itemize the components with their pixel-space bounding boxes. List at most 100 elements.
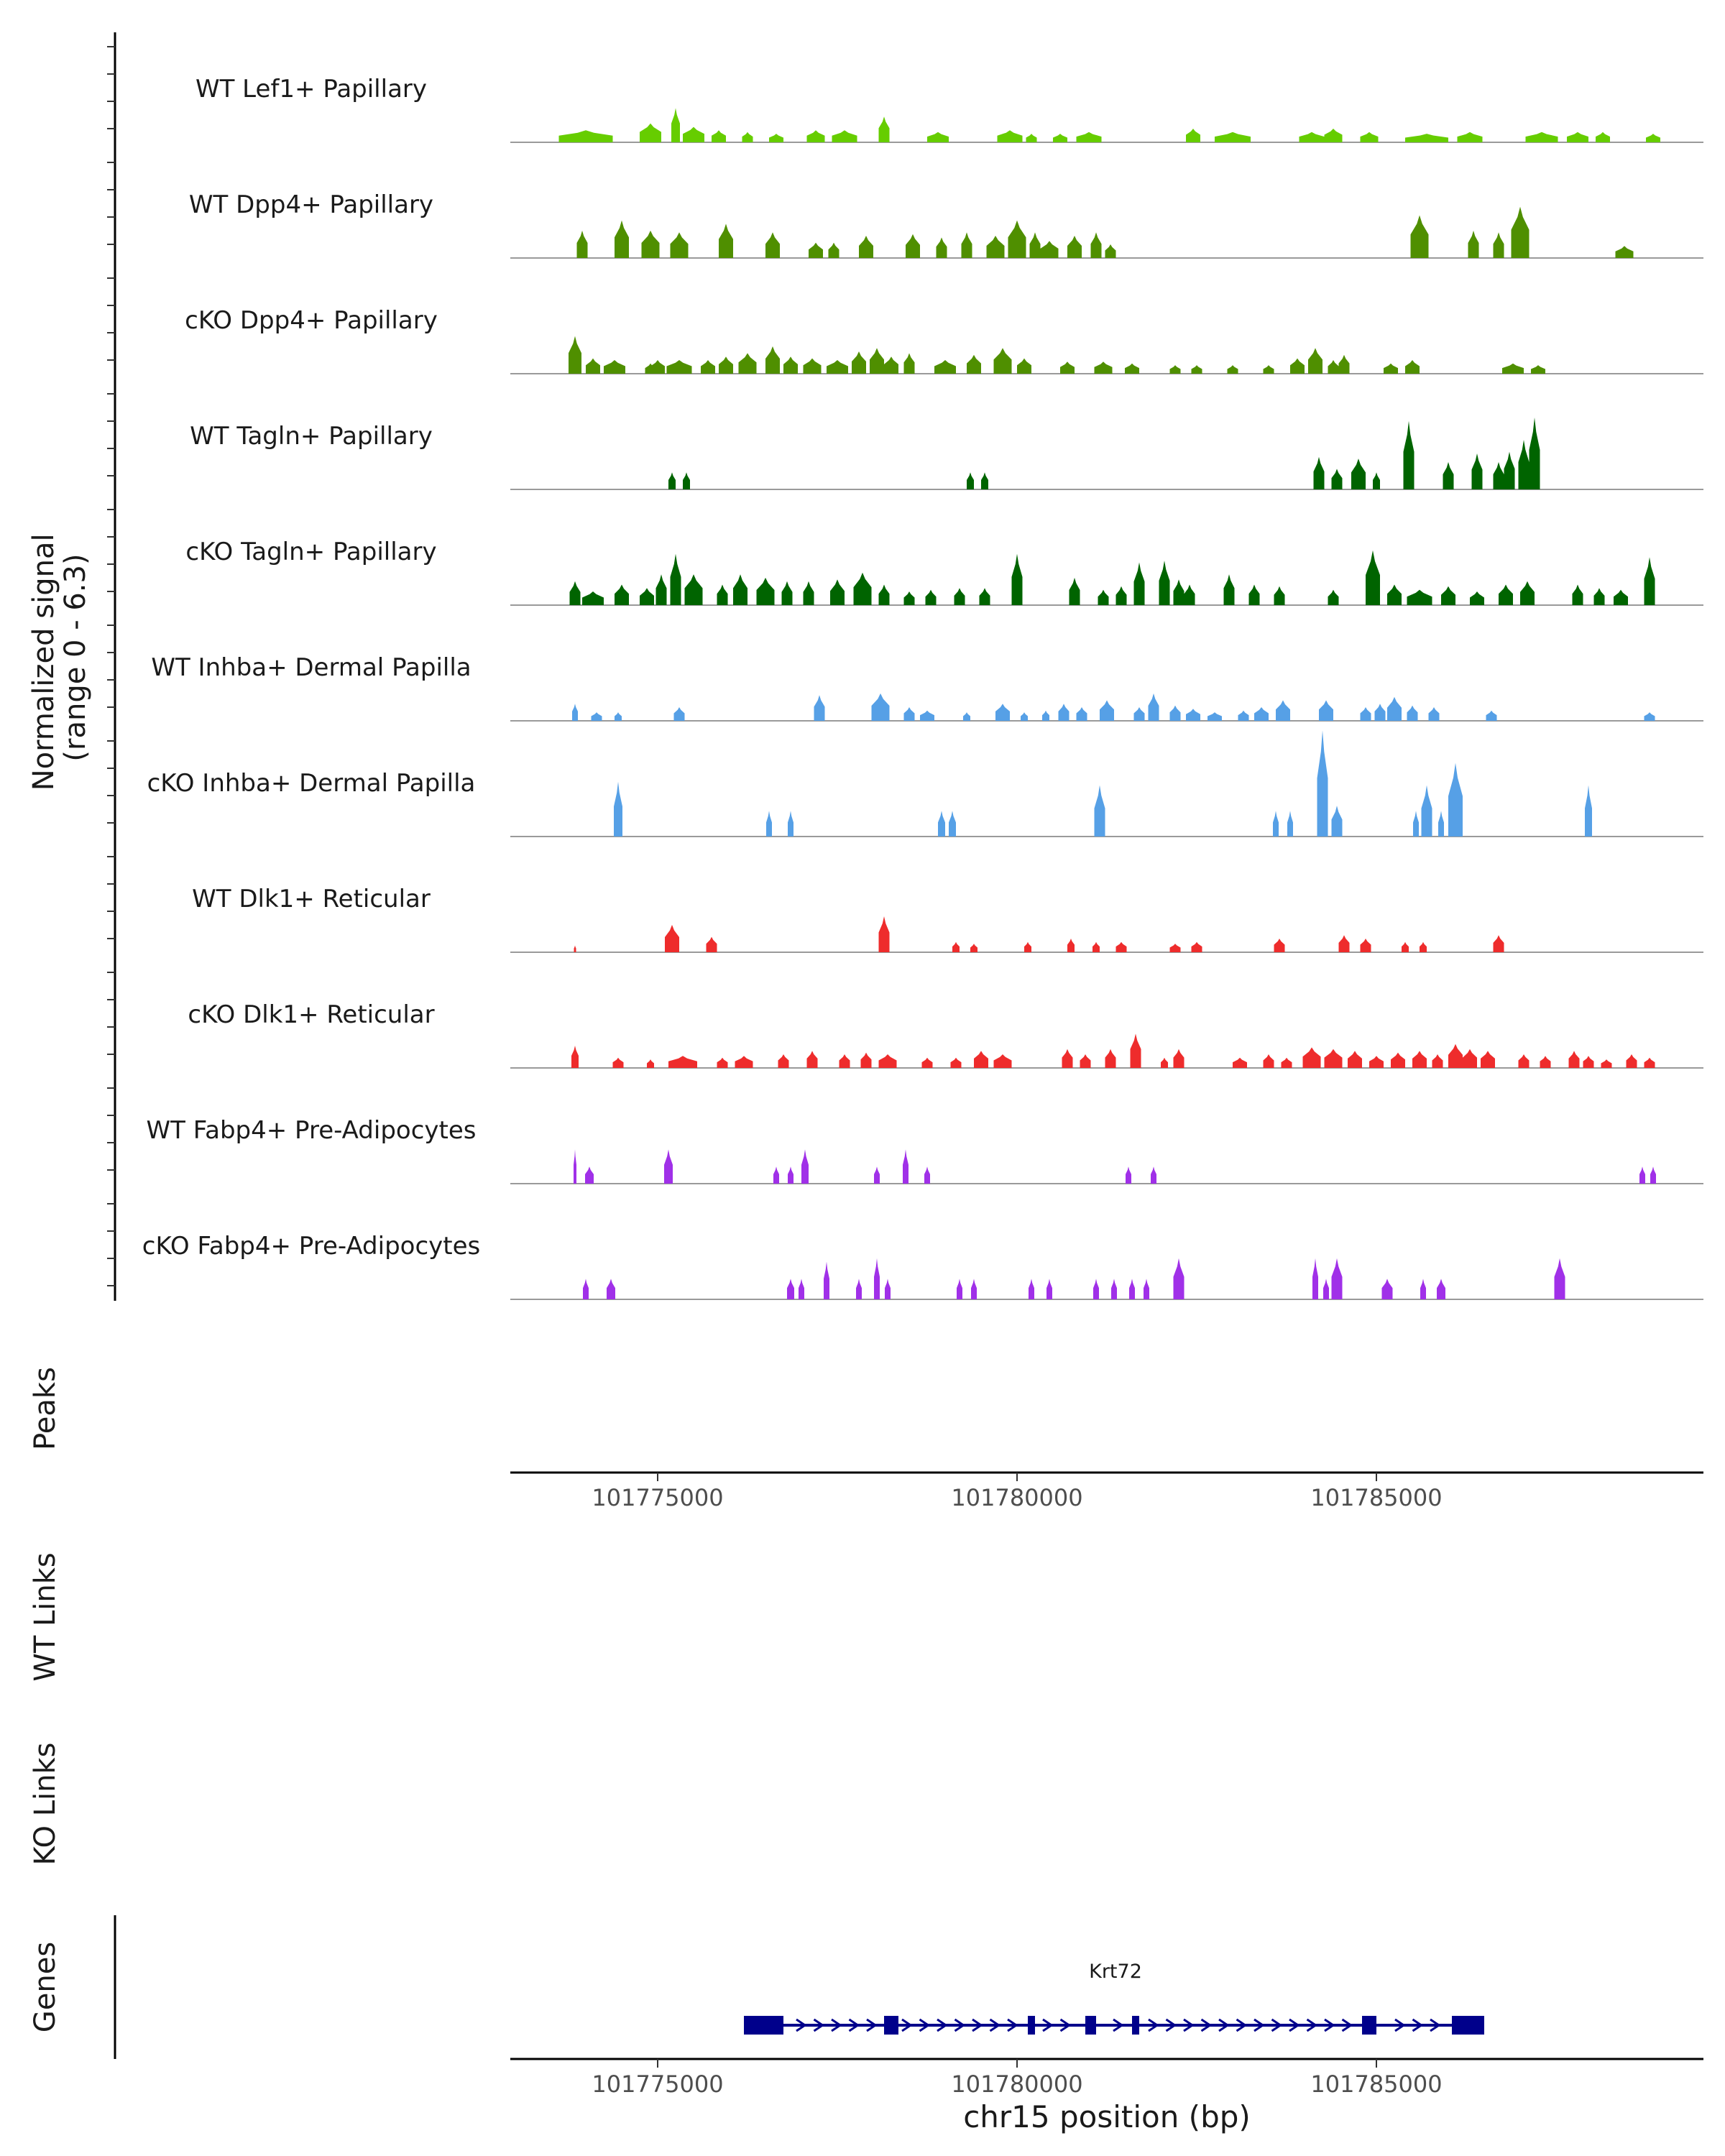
- coverage-peak: [706, 936, 717, 952]
- coverage-peak: [735, 1056, 753, 1068]
- coverage-peak: [1646, 134, 1660, 142]
- coverage-peak: [1274, 586, 1285, 605]
- coverage-peak: [1438, 811, 1444, 837]
- strand-arrow: [1236, 2018, 1248, 2032]
- coverage-peak: [1263, 1054, 1274, 1068]
- coverage-peak: [870, 348, 884, 374]
- coverage-peak: [1331, 1258, 1343, 1299]
- coverage-peak: [1100, 700, 1114, 721]
- coverage-peak: [961, 232, 972, 258]
- coverage-peak: [1299, 132, 1325, 142]
- coverage-peak: [1644, 712, 1655, 721]
- coverage-peak: [1092, 941, 1100, 952]
- strand-arrow: [937, 2018, 948, 2032]
- coverage-peak: [1432, 1054, 1443, 1068]
- track-label: WT Dlk1+ Reticular: [192, 885, 431, 913]
- peaks-label: Peaks: [29, 1367, 62, 1450]
- coverage-peak: [1615, 246, 1634, 258]
- coverage-peak: [1348, 1051, 1362, 1068]
- coverage-peak: [1525, 132, 1558, 142]
- strand-arrow: [1200, 2018, 1213, 2032]
- coverage-peak: [585, 1166, 594, 1184]
- coverage-peak: [1290, 358, 1305, 374]
- coverage-peak: [1029, 232, 1041, 258]
- coverage-peak: [927, 132, 949, 142]
- coverage-peak: [856, 1279, 862, 1299]
- coverage-peak: [1402, 941, 1409, 952]
- coverage-peak: [803, 358, 822, 374]
- coverage-peak: [1448, 763, 1463, 837]
- coverage-peak: [1351, 459, 1366, 489]
- coverage-peak: [1223, 574, 1235, 605]
- coverage-y-label-line1: Normalized signal: [27, 533, 60, 791]
- coverage-peak: [1421, 785, 1432, 837]
- coverage-peak: [1173, 1258, 1184, 1299]
- coverage-peak: [1069, 577, 1080, 605]
- coverage-peak: [878, 116, 890, 142]
- coverage-peak: [604, 360, 625, 374]
- coverage-peak: [1601, 1059, 1612, 1068]
- coverage-peak: [1151, 1166, 1156, 1184]
- coverage-peak: [787, 1279, 794, 1299]
- strand-arrow: [1059, 2018, 1072, 2032]
- coverage-peak: [1360, 707, 1371, 721]
- coverage-peak: [1531, 365, 1545, 374]
- coverage-peak: [832, 130, 857, 142]
- coverage-peak: [1053, 134, 1067, 142]
- coverage-peak: [1412, 1051, 1427, 1068]
- coverage-peak: [1161, 1057, 1168, 1068]
- strand-arrow: [1254, 2018, 1265, 2032]
- coverage-peak: [1470, 591, 1484, 605]
- strand-arrow: [1341, 2018, 1353, 2032]
- coverage-peak: [1017, 358, 1031, 374]
- coverage-peak: [925, 589, 937, 605]
- coverage-peak: [701, 360, 715, 374]
- coverage-peak: [903, 707, 915, 721]
- coverage-peak: [1626, 1054, 1637, 1068]
- coverage-peak: [1338, 935, 1350, 952]
- coverage-peak: [591, 712, 602, 721]
- coverage-peak: [1129, 1279, 1135, 1299]
- coverage-peak: [824, 1261, 829, 1299]
- coverage-peak: [1583, 1056, 1594, 1068]
- coverage-peak: [712, 130, 726, 142]
- peaks-panel: Peaks 101775000 101780000 101785000: [29, 1367, 1703, 1511]
- coverage-peak: [1540, 1056, 1551, 1068]
- coverage-peak: [903, 353, 915, 374]
- coverage-peak: [1504, 451, 1515, 489]
- coverage-peak: [874, 1166, 880, 1184]
- x-tick-label: 101775000: [592, 1484, 723, 1511]
- coverage-peak: [1328, 360, 1339, 374]
- x-tick-label: 101780000: [951, 2070, 1082, 2098]
- coverage-peak: [1585, 785, 1592, 837]
- coverage-panel: Normalized signal (range 0 - 6.3) WT Lef…: [27, 32, 1703, 1301]
- coverage-peak: [1554, 1258, 1565, 1299]
- coverage-peak: [612, 1057, 624, 1068]
- coverage-peak: [1276, 700, 1290, 721]
- strand-arrow: [972, 2018, 983, 2032]
- track-label: WT Tagln+ Papillary: [190, 422, 433, 451]
- coverage-peak: [773, 1166, 779, 1184]
- genes-panel: Genes Krt72 101775000 101780000 101785000 …: [29, 1915, 1703, 2134]
- coverage-peak: [971, 1279, 977, 1299]
- track-label: cKO Dlk1+ Reticular: [188, 1000, 434, 1029]
- genes-label: Genes: [29, 1942, 62, 2032]
- wt-links-label: WT Links: [29, 1552, 62, 1681]
- coverage-peak: [1567, 132, 1588, 142]
- strand-arrow: [1430, 2018, 1441, 2032]
- gene-model: Krt72: [744, 1961, 1484, 2035]
- coverage-peak: [1312, 1258, 1318, 1299]
- coverage-peak: [1094, 361, 1113, 374]
- coverage-peak: [781, 581, 793, 605]
- strand-arrow: [1113, 2018, 1124, 2032]
- coverage-peak: [569, 581, 581, 605]
- track-label: WT Lef1+ Papillary: [196, 75, 427, 103]
- coverage-peak: [572, 704, 578, 721]
- coverage-peak: [1403, 420, 1414, 489]
- coverage-peak: [839, 1054, 850, 1068]
- coverage-peak: [640, 123, 661, 142]
- strand-arrow: [919, 2018, 931, 2032]
- coverage-peak: [1366, 550, 1380, 605]
- coverage-peak: [668, 472, 676, 489]
